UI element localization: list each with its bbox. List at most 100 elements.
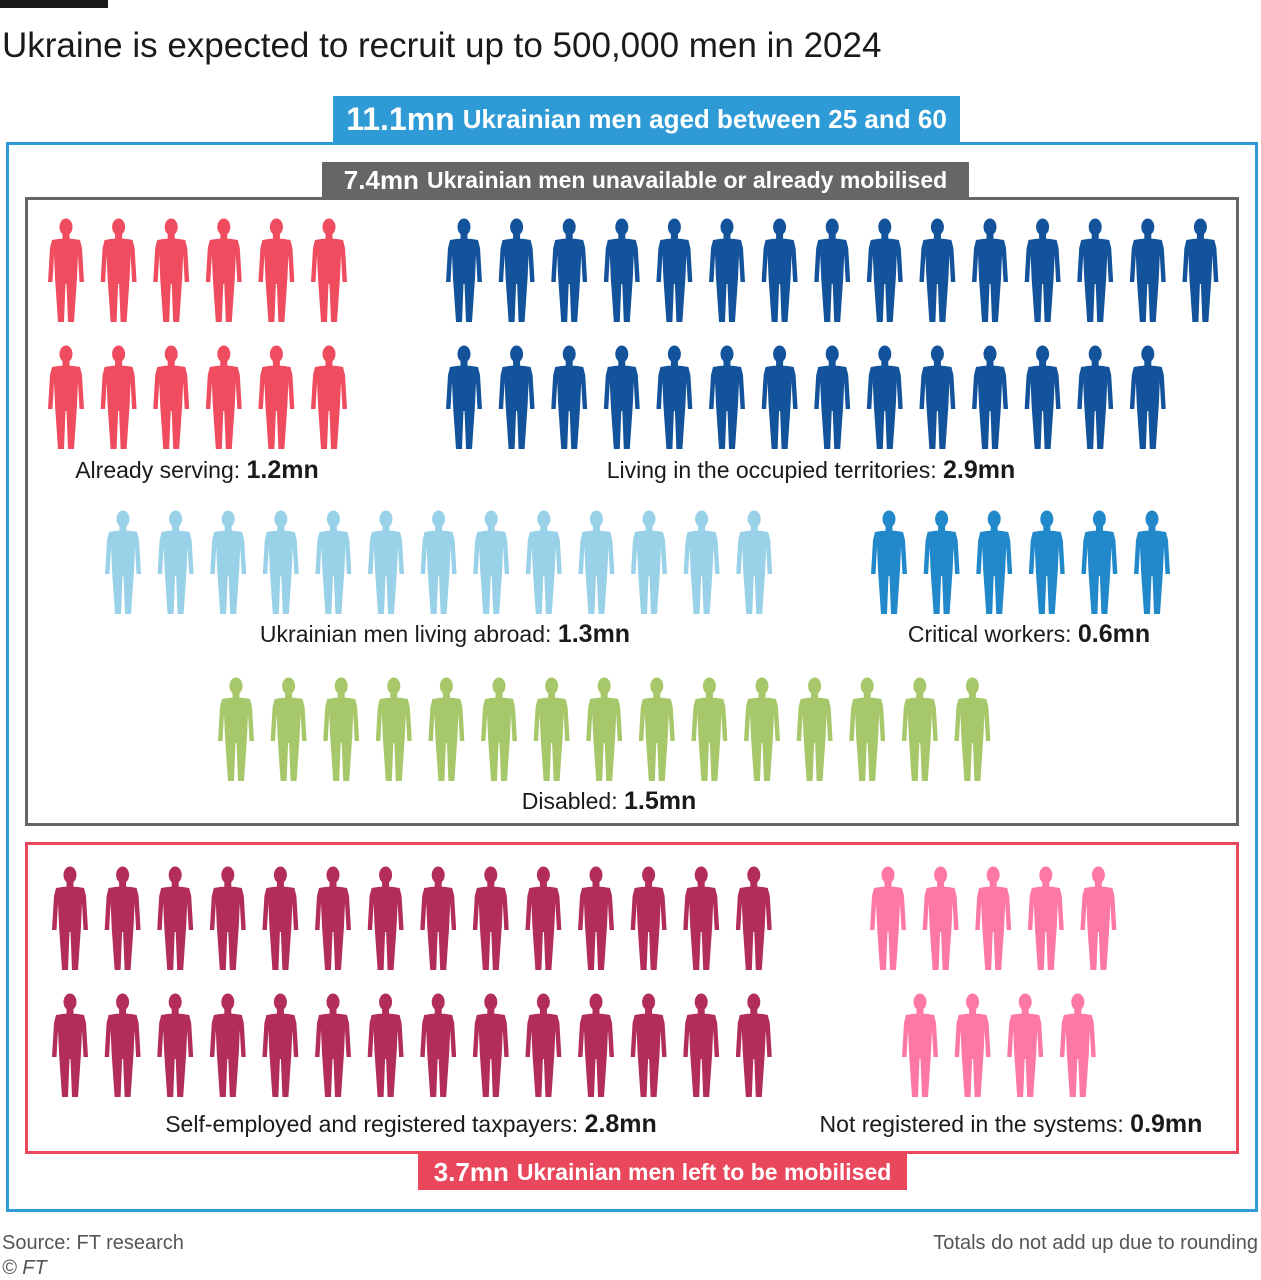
person-icon-occupied	[656, 218, 693, 322]
person-icon-unregistered	[922, 866, 959, 970]
person-icon-abroad	[683, 510, 720, 614]
person-icon-unregistered	[902, 993, 938, 1097]
person-icon-serving	[258, 345, 295, 449]
person-icon-selfemployed	[683, 993, 720, 1097]
top-accent-bar	[0, 0, 108, 8]
person-icon-disabled	[481, 677, 517, 781]
person-icon-selfemployed	[209, 866, 246, 970]
person-icon-unregistered	[1080, 866, 1117, 970]
person-icon-selfemployed	[209, 993, 246, 1097]
total-men-value: 11.1mn	[346, 100, 455, 137]
person-icon-occupied	[1024, 218, 1061, 322]
person-icon-selfemployed	[52, 993, 88, 1097]
person-icon-unregistered	[1027, 866, 1064, 970]
person-icon-serving	[153, 218, 190, 322]
unavailable-men-value: 7.4mn	[343, 164, 419, 195]
person-icon-occupied	[761, 218, 798, 322]
person-icon-occupied	[446, 218, 482, 322]
person-icon-occupied	[551, 218, 588, 322]
person-icon-disabled	[796, 677, 833, 781]
person-icon-abroad	[420, 510, 457, 614]
person-icon-abroad	[157, 510, 194, 614]
person-icon-occupied	[656, 345, 693, 449]
person-icon-occupied	[866, 345, 903, 449]
chart-title: Ukraine is expected to recruit up to 500…	[2, 26, 882, 65]
person-icon-abroad	[210, 510, 247, 614]
person-icon-selfemployed	[104, 866, 141, 970]
group-label-occupied: Living in the occupied territories: 2.9m…	[606, 456, 1016, 484]
person-icon-serving	[205, 218, 242, 322]
person-icon-selfemployed	[578, 993, 614, 1097]
person-icon-occupied	[603, 345, 640, 449]
person-icon-abroad	[473, 510, 510, 614]
person-icon-occupied	[603, 218, 640, 322]
person-icon-abroad	[631, 510, 667, 614]
person-icon-serving	[311, 345, 347, 449]
person-icon-unregistered	[954, 993, 991, 1097]
person-icon-disabled	[270, 677, 307, 781]
person-icon-occupied	[814, 345, 851, 449]
person-icon-unregistered	[975, 866, 1012, 970]
person-icon-serving	[153, 345, 190, 449]
person-icon-abroad	[262, 510, 299, 614]
person-icon-abroad	[736, 510, 773, 614]
person-icon-occupied	[1129, 345, 1166, 449]
person-icon-selfemployed	[262, 866, 299, 970]
group-label-serving: Already serving: 1.2mn	[75, 456, 319, 484]
person-icon-disabled	[638, 677, 675, 781]
person-icon-critical	[923, 510, 960, 614]
person-icon-serving	[205, 345, 242, 449]
person-icon-selfemployed	[735, 993, 772, 1097]
person-icon-disabled	[849, 677, 886, 781]
person-icon-selfemployed	[315, 866, 351, 970]
person-icon-selfemployed	[683, 866, 720, 970]
total-men-text: Ukrainian men aged between 25 and 60	[462, 103, 947, 134]
left-to-mobilise-text: Ukrainian men left to be mobilised	[516, 1158, 892, 1185]
ft-credit: © FT	[2, 1257, 47, 1279]
person-icon-serving	[311, 218, 347, 322]
person-icon-disabled	[533, 677, 570, 781]
person-icon-selfemployed	[367, 993, 404, 1097]
person-icon-critical	[1028, 510, 1065, 614]
person-icon-abroad	[368, 510, 404, 614]
person-icon-abroad	[315, 510, 352, 614]
person-icon-serving	[100, 218, 137, 322]
person-icon-selfemployed	[315, 993, 351, 1097]
person-icon-occupied	[972, 345, 1008, 449]
person-icon-occupied	[866, 218, 903, 322]
person-icon-disabled	[428, 677, 465, 781]
person-icon-occupied	[919, 345, 956, 449]
person-icon-occupied	[498, 345, 535, 449]
person-icon-selfemployed	[630, 866, 667, 970]
person-icon-disabled	[218, 677, 254, 781]
person-icon-critical	[871, 510, 907, 614]
person-icon-unregistered	[870, 866, 906, 970]
group-label-unregistered: Not registered in the systems: 0.9mn	[819, 1110, 1203, 1138]
person-icon-selfemployed	[157, 866, 194, 970]
person-icon-selfemployed	[420, 993, 457, 1097]
person-icon-serving	[48, 218, 84, 322]
person-icon-disabled	[323, 677, 360, 781]
person-icon-disabled	[586, 677, 623, 781]
total-men-label: 11.1mn Ukrainian men aged between 25 and…	[333, 96, 960, 142]
person-icon-selfemployed	[420, 866, 457, 970]
left-to-mobilise-label: 3.7mn Ukrainian men left to be mobilised	[418, 1154, 907, 1190]
person-icon-selfemployed	[472, 866, 509, 970]
person-icon-selfemployed	[578, 866, 614, 970]
person-icon-serving	[100, 345, 137, 449]
total-men-box	[6, 142, 1258, 1212]
person-icon-serving	[48, 345, 84, 449]
group-label-disabled: Disabled: 1.5mn	[521, 787, 697, 815]
left-to-mobilise-value: 3.7mn	[433, 1156, 509, 1187]
person-icon-occupied	[972, 218, 1008, 322]
person-icon-occupied	[1182, 218, 1219, 322]
person-icon-selfemployed	[367, 866, 404, 970]
person-icon-selfemployed	[630, 993, 667, 1097]
rounding-note: Totals do not add up due to rounding	[933, 1232, 1258, 1254]
person-icon-occupied	[498, 218, 535, 322]
person-icon-occupied	[1077, 218, 1114, 322]
person-icon-abroad	[578, 510, 615, 614]
person-icon-selfemployed	[525, 866, 562, 970]
unavailable-men-text: Ukrainian men unavailable or already mob…	[426, 166, 948, 193]
person-icon-disabled	[954, 677, 991, 781]
